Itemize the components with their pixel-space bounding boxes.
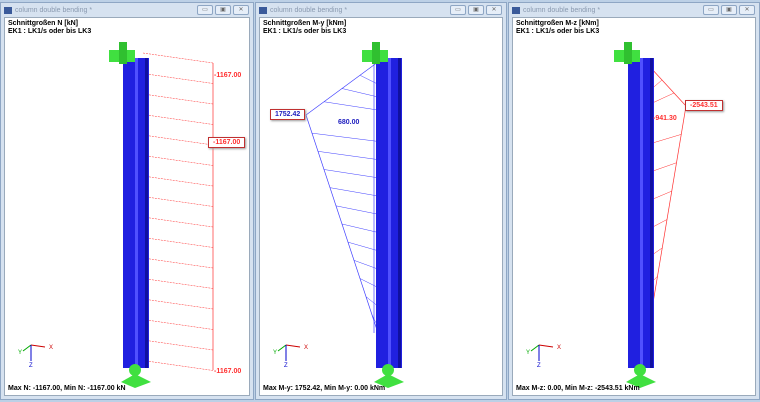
result-heading: Schnittgroßen M-y [kNm]	[263, 20, 347, 27]
max-value-label: -2543.51	[685, 100, 723, 111]
diagram-canvas: X Y Z	[273, 42, 404, 388]
axis-label-x: X	[49, 345, 53, 351]
title-bar[interactable]: column double bending * ▭ ▣ ✕	[509, 3, 759, 17]
title-bar[interactable]: column double bending * ▭ ▣ ✕	[1, 3, 253, 17]
minimize-button[interactable]: ▭	[197, 5, 213, 15]
value-label: -1167.00	[214, 72, 242, 79]
max-value-label: -1167.00	[208, 137, 246, 148]
bottom-support-icon	[374, 364, 404, 388]
minimize-button[interactable]: ▭	[703, 5, 719, 15]
bottom-support-icon	[626, 364, 656, 388]
restore-button[interactable]: ▣	[721, 5, 737, 15]
column-member[interactable]	[123, 58, 149, 368]
load-case: EK1 : LK1/s oder bis LK3	[263, 28, 347, 35]
result-summary: Max M-z: 0.00, Min M-z: -2543.51 kNm	[516, 385, 640, 392]
result-heading: Schnittgroßen M-z [kNm]	[516, 20, 599, 27]
value-label: 680.00	[338, 119, 360, 126]
result-summary: Max M-y: 1752.42, Min M-y: 0.00 kNm	[263, 385, 386, 392]
view-window: column double bending * ▭ ▣ ✕ X Y Z Schnittg…	[508, 2, 760, 400]
diagram-canvas: X Y Z	[526, 42, 687, 388]
axis-label-y: Y	[18, 350, 22, 356]
app-icon	[512, 6, 520, 14]
max-value-label: 1752.42	[270, 109, 306, 120]
axis-label-x: X	[304, 345, 308, 351]
result-heading: Schnittgroßen N [kN]	[8, 20, 78, 27]
axis-label-z: Z	[537, 363, 541, 369]
title-bar[interactable]: column double bending * ▭ ▣ ✕	[256, 3, 506, 17]
load-case: EK1 : LK1/s oder bis LK3	[516, 28, 600, 35]
value-label: -941.30	[653, 115, 677, 122]
axis-label-z: Z	[284, 363, 288, 369]
value-label: -1167.00	[214, 368, 242, 375]
diagram-canvas: X Y Z	[18, 42, 214, 388]
window-title: column double bending *	[15, 6, 93, 14]
close-button[interactable]: ✕	[739, 5, 755, 15]
load-case: EK1 : LK1/s oder bis LK3	[8, 28, 92, 35]
column-member[interactable]	[628, 58, 654, 368]
view-window: column double bending * ▭ ▣ ✕ X Y Z Schnittg…	[255, 2, 507, 400]
minimize-button[interactable]: ▭	[450, 5, 466, 15]
axis-label-y: Y	[273, 350, 277, 356]
close-button[interactable]: ✕	[233, 5, 249, 15]
app-icon	[4, 6, 12, 14]
graphics-view[interactable]: X Y Z Schnittgroßen M-y [kNm] EK1 : LK1/s o…	[259, 17, 503, 396]
restore-button[interactable]: ▣	[215, 5, 231, 15]
graphics-view[interactable]: X Y Z Schnittgroßen N [kN] EK1 : LK1/s oder…	[4, 17, 250, 396]
top-support-icon	[614, 42, 640, 64]
axis-triad-icon	[530, 344, 554, 361]
graphics-view[interactable]: X Y Z Schnittgroßen M-z [kNm] EK1 : LK1/s o…	[512, 17, 756, 396]
axis-label-z: Z	[29, 363, 33, 369]
axis-label-y: Y	[526, 350, 530, 356]
app-icon	[259, 6, 267, 14]
close-button[interactable]: ✕	[486, 5, 502, 15]
window-title: column double bending *	[523, 6, 601, 14]
result-summary: Max N: -1167.00, Min N: -1167.00 kN	[8, 385, 126, 392]
restore-button[interactable]: ▣	[468, 5, 484, 15]
top-support-icon	[362, 42, 388, 64]
axis-triad-icon	[22, 344, 46, 361]
axis-triad-icon	[277, 344, 301, 361]
column-member[interactable]	[376, 58, 402, 368]
bottom-support-icon	[121, 364, 151, 388]
window-title: column double bending *	[270, 6, 348, 14]
view-window: column double bending * ▭ ▣ ✕ X Y Z Schnittg…	[0, 2, 254, 400]
top-support-icon	[109, 42, 135, 64]
axis-label-x: X	[557, 345, 561, 351]
